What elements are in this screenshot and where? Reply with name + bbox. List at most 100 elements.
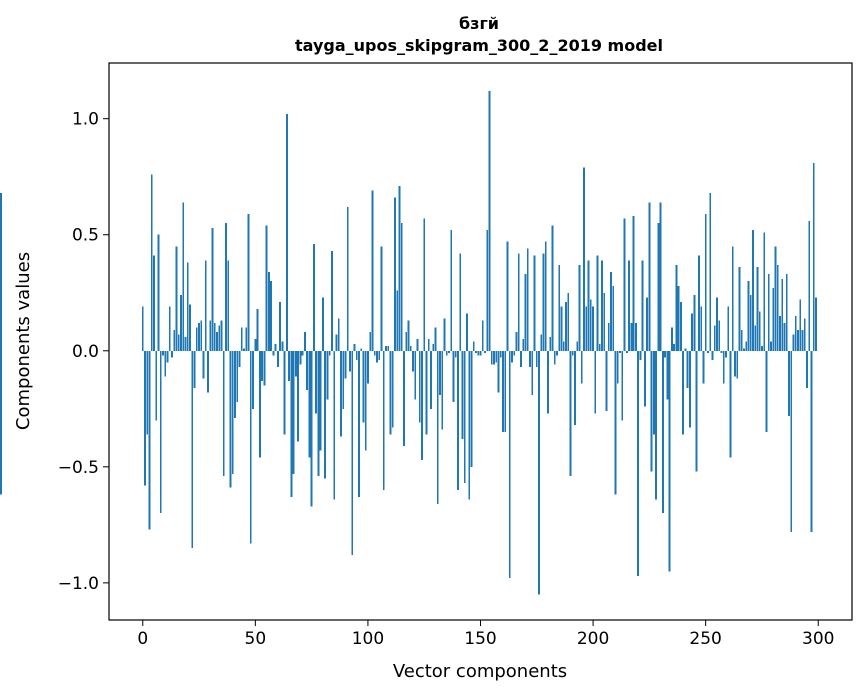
bar-component-2 <box>146 350 149 435</box>
bar-component-209 <box>612 285 615 351</box>
bar-component-92 <box>349 350 351 372</box>
bar-component-255 <box>716 297 718 351</box>
bar-component-98 <box>362 350 365 423</box>
bar-component-96 <box>358 350 360 497</box>
bar-component-259 <box>725 350 727 358</box>
bar-component-99 <box>364 350 367 451</box>
bar-component-60 <box>276 350 279 368</box>
bar-component-165 <box>513 350 516 356</box>
bar-component-56 <box>267 271 270 351</box>
bar-component-15 <box>175 246 178 351</box>
bar-component-108 <box>385 346 387 351</box>
chart-title: бзгй <box>459 14 499 33</box>
x-tick-label: 50 <box>245 629 267 649</box>
bar-component-206 <box>605 350 608 412</box>
bar-component-41 <box>234 350 236 419</box>
bar-component-121 <box>414 350 417 400</box>
bar-component-204 <box>601 260 603 351</box>
bar-component-111 <box>391 350 394 428</box>
bar-component-149 <box>477 350 480 356</box>
bar-component-256 <box>718 320 721 351</box>
bar-component-156 <box>493 350 495 365</box>
bar-component-27 <box>202 350 205 379</box>
bar-component-100 <box>367 350 369 384</box>
bar-component-38 <box>227 260 230 351</box>
bar-component-240 <box>682 350 685 435</box>
bar-component-126 <box>425 350 428 435</box>
bar-component-40 <box>231 350 234 474</box>
bar-component-17 <box>180 295 182 351</box>
bar-component-231 <box>661 350 664 514</box>
bar-component-30 <box>209 320 212 351</box>
bar-component-144 <box>466 313 468 351</box>
bar-component-292 <box>799 299 802 351</box>
y-tick-label: −0.5 <box>58 458 99 478</box>
bar-component-237 <box>675 264 678 351</box>
bar-component-285 <box>783 322 786 351</box>
bar-component-257 <box>720 350 723 354</box>
bar-component-208 <box>610 271 612 351</box>
bar-component-213 <box>621 350 624 421</box>
bar-component-252 <box>709 192 712 351</box>
bar-component-9 <box>162 350 164 356</box>
bar-component-10 <box>164 350 167 377</box>
bar-component-272 <box>754 325 757 351</box>
y-tick-label: −1.0 <box>58 574 99 594</box>
bar-component-270 <box>749 295 752 351</box>
bar-component-18 <box>182 202 185 351</box>
bar-component-16 <box>177 334 180 351</box>
bar-component-227 <box>652 350 655 435</box>
bar-component-136 <box>448 350 450 354</box>
bar-component-77 <box>315 350 318 414</box>
bar-component-146 <box>470 350 473 467</box>
bar-component-246 <box>695 350 698 472</box>
bar-component-294 <box>803 318 806 351</box>
bar-component-183 <box>553 350 556 365</box>
bar-component-191 <box>571 350 574 356</box>
bar-component-263 <box>734 350 736 377</box>
bar-component-107 <box>382 350 385 491</box>
bar-component-104 <box>376 350 378 363</box>
bar-component-115 <box>400 223 403 351</box>
bar-component-250 <box>704 213 707 351</box>
bar-component-235 <box>670 327 673 351</box>
bar-component-62 <box>281 341 284 351</box>
bar-component-32 <box>213 322 216 351</box>
bar-component-119 <box>409 346 412 351</box>
bar-component-217 <box>630 322 633 351</box>
bar-component-158 <box>497 350 500 393</box>
bar-component-13 <box>171 350 173 358</box>
bar-component-167 <box>517 253 520 351</box>
bar-component-34 <box>218 325 221 351</box>
bar-component-203 <box>598 343 601 351</box>
bar-component-110 <box>389 350 392 435</box>
bar-component-0 <box>141 306 144 351</box>
bar-component-113 <box>396 290 399 351</box>
bar-component-267 <box>743 348 745 351</box>
bar-component-176 <box>538 350 540 595</box>
bar-component-129 <box>432 343 435 351</box>
bar-component-101 <box>369 332 372 351</box>
bar-component-97 <box>360 348 363 351</box>
bar-component-166 <box>515 332 518 351</box>
bar-component-128 <box>430 350 432 409</box>
bar-component-66 <box>290 350 293 497</box>
bar-component-186 <box>560 306 563 351</box>
bar-component-24 <box>195 327 198 351</box>
bar-component-175 <box>535 350 538 368</box>
bar-component-20 <box>186 262 189 351</box>
bar-component-232 <box>664 350 667 358</box>
bar-component-25 <box>198 322 200 351</box>
bar-component-168 <box>520 350 522 368</box>
bar-component-228 <box>655 350 658 500</box>
bar-component-37 <box>225 223 227 351</box>
bar-component-145 <box>468 350 471 500</box>
bar-component-124 <box>421 350 423 460</box>
bar-component-117 <box>405 332 408 351</box>
bar-component-152 <box>484 350 486 354</box>
bar-component-274 <box>758 311 761 351</box>
bar-component-196 <box>583 167 585 351</box>
bar-component-141 <box>459 253 462 351</box>
y-tick-label: 0.0 <box>72 342 99 362</box>
